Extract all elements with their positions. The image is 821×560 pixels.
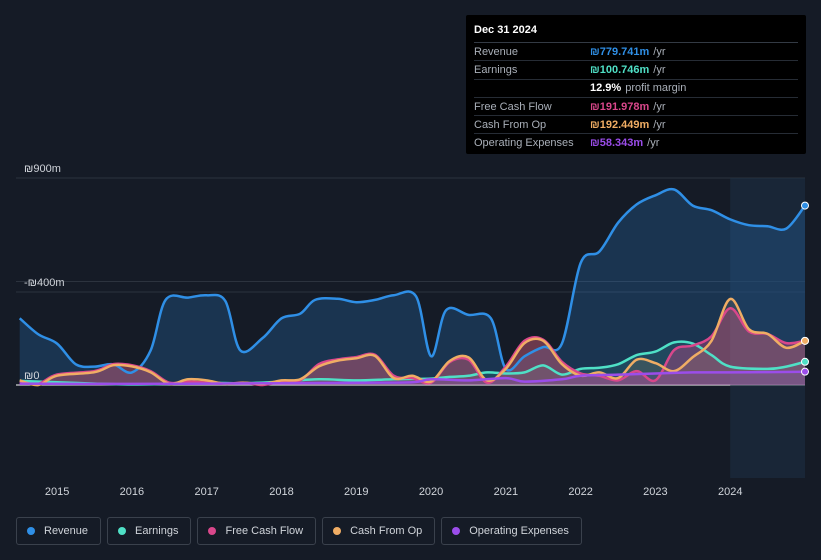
revenue-line [18,187,806,374]
legend-label: Free Cash Flow [225,525,304,537]
x-tick-label: 2018 [269,486,293,498]
x-tick-label: 2017 [194,486,218,498]
x-tick-label: 2022 [568,486,592,498]
tooltip-row: Free Cash Flow ₪191.978m/yr [474,98,798,117]
tooltip-row-unit: profit margin [625,82,687,95]
earnings-endpoint [801,357,809,366]
tooltip-row-unit: /yr [647,137,660,150]
legend-dot-icon [333,527,342,535]
legend-item-earnings[interactable]: Earnings [107,517,192,545]
legend-label: Earnings [135,525,179,537]
cash-from-op-area [19,298,805,386]
tooltip-date: Dec 31 2024 [474,24,798,43]
legend-label: Operating Expenses [469,525,569,537]
y-tick-label: ₪900m [24,163,61,175]
y-tick-label: -₪400m [24,277,65,289]
legend-dot-icon [118,527,127,535]
x-tick-label: 2015 [45,486,69,498]
y-axis-labels: ₪900m ₪0 -₪400m [24,163,65,382]
free-cash-flow-area [19,308,805,386]
x-tick-label: 2019 [344,486,368,498]
tooltip-row-unit: /yr [653,118,666,131]
tooltip-row-label: Operating Expenses [474,137,574,150]
forecast-region [730,178,805,478]
legend-item-revenue[interactable]: Revenue [16,517,102,545]
tooltip-row: Cash From Op ₪192.449m/yr [474,116,798,135]
tooltip-row-label: Cash From Op [474,118,547,131]
tooltip-row-value: 12.9% [590,82,622,95]
x-tick-label: 2021 [494,486,518,498]
tooltip-row-unit: /yr [653,100,666,113]
tooltip-row-value: ₪58.343m [590,137,644,150]
legend-dot-icon [27,527,35,535]
tooltip-row-label: Free Cash Flow [474,100,552,113]
chart-legend: Revenue Earnings Free Cash Flow Cash From O… [16,517,582,545]
series-endpoints [801,201,809,376]
tooltip-row-unit: /yr [653,63,666,76]
tooltip-row-label: Revenue [474,45,519,58]
legend-item-free-cash-flow[interactable]: Free Cash Flow [197,517,317,545]
operating-expenses-endpoint [801,367,809,376]
legend-dot-icon [452,527,461,535]
legend-item-cash-from-op[interactable]: Cash From Op [322,517,436,545]
x-tick-label: 2023 [643,486,667,498]
tooltip-row-label: Earnings [474,63,518,76]
series-areas [19,189,805,386]
x-tick-label: 2016 [120,486,144,498]
x-tick-label: 2020 [419,486,443,498]
operating-expenses-line [19,370,806,386]
revenue-endpoint [801,201,809,210]
tooltip-row: Earnings ₪100.746m/yr [474,61,798,80]
data-tooltip: Dec 31 2024 Revenue ₪779.741m/yr Earnings ₪… [466,15,806,154]
tooltip-row-value: ₪100.746m [590,63,650,76]
legend-label: Cash From Op [350,525,423,537]
legend-dot-icon [208,527,217,535]
legend-item-operating-expenses[interactable]: Operating Expenses [441,517,582,545]
y-tick-label: ₪0 [24,370,39,382]
tooltip-row-value: ₪779.741m [590,45,650,58]
cash-from-op-endpoint [801,336,809,345]
x-axis-labels: 2015 2016 2017 2018 2019 2020 2021 2022 2023 2024 [45,486,743,498]
tooltip-row-value: ₪191.978m [590,100,650,113]
tooltip-row-unit: /yr [653,45,666,58]
tooltip-rows: Revenue ₪779.741m/yr Earnings ₪100.746m/yr 1… [474,43,798,152]
tooltip-row: Operating Expenses ₪58.343m/yr [474,134,798,151]
financial-chart: ₪900m₪0-₪400m 2015 2016 2017 2018 2019 2020 20… [16,163,809,498]
legend-label: Revenue [44,525,89,537]
tooltip-row: 12.9% profit margin [474,80,798,98]
tooltip-row-value: ₪192.449m [590,118,650,131]
x-tick-label: 2024 [718,486,742,498]
series-lines [18,187,806,387]
tooltip-row: Revenue ₪779.741m/yr [474,43,798,62]
